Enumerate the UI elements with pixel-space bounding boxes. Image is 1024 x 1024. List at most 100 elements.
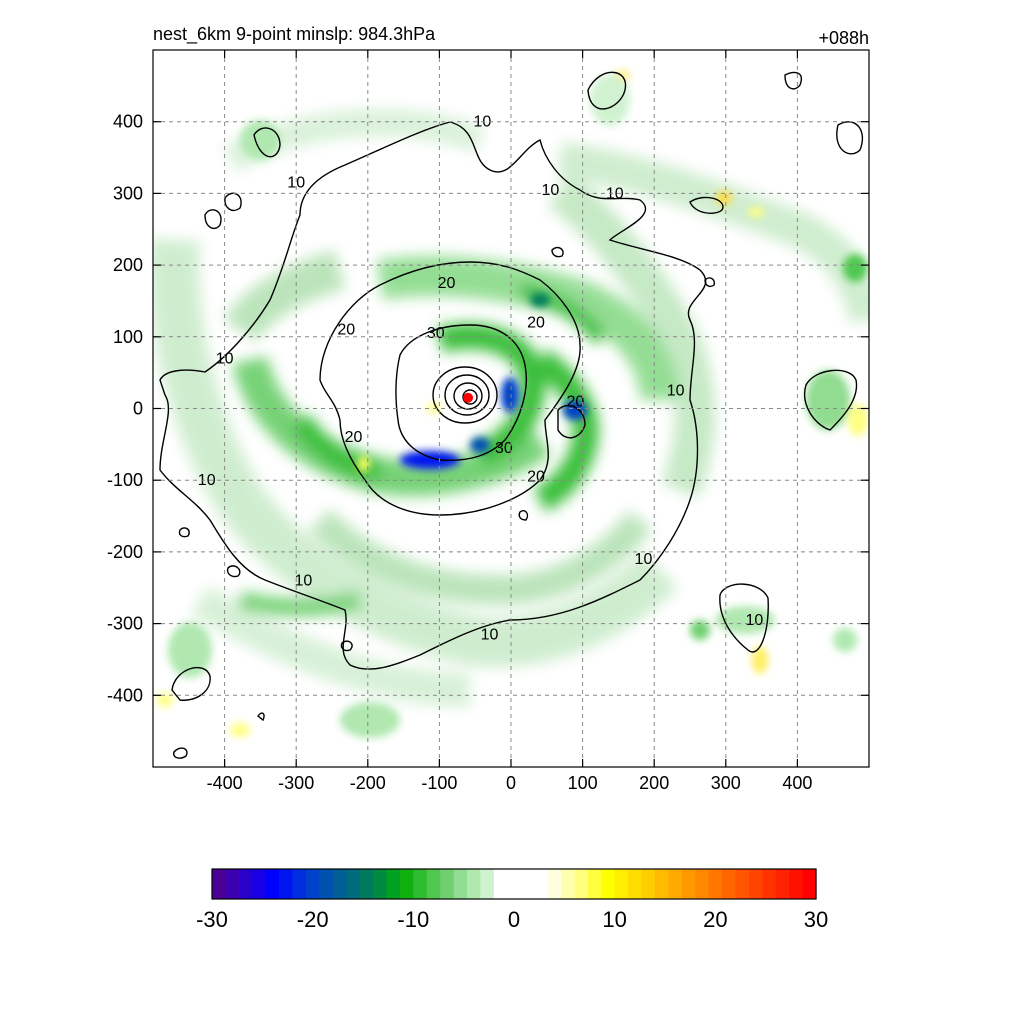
x-tick-label: -300	[278, 773, 314, 793]
colorbar-swatch	[373, 869, 388, 899]
colorbar-swatch	[762, 869, 777, 899]
colorbar-swatch	[292, 869, 307, 899]
colorbar-swatch	[319, 869, 334, 899]
colorbar-tick-label: -30	[196, 907, 228, 932]
contour-label: 10	[198, 472, 216, 489]
y-tick-label: -200	[107, 542, 143, 562]
colorbar-swatch	[601, 869, 616, 899]
contour-label: 10	[746, 612, 764, 629]
contour-label: 10	[606, 185, 624, 202]
contour-label: 20	[345, 429, 363, 446]
colorbar-swatch	[547, 869, 562, 899]
contour-label: 30	[427, 325, 445, 342]
colorbar-swatch	[574, 869, 589, 899]
colorbar-swatch	[507, 869, 522, 899]
x-tick-label: 100	[568, 773, 598, 793]
contour-label: 10	[216, 350, 234, 367]
colorbar-swatch	[265, 869, 280, 899]
contour-label: 20	[438, 275, 456, 292]
contour-label: 20	[527, 314, 545, 331]
contour-lines	[159, 71, 864, 759]
contour-label: 30	[495, 440, 513, 457]
storm-center-marker	[463, 392, 474, 403]
forecast-hour: +088h	[818, 28, 869, 48]
x-tick-label: -400	[207, 773, 243, 793]
y-axis: -400 -300 -200 -100 0 100 200 300 400	[107, 112, 869, 705]
colorbar-swatch	[346, 869, 361, 899]
colorbar-ticks: -30 -20 -10 0 10 20 30	[196, 907, 828, 932]
y-tick-label: -300	[107, 614, 143, 634]
colorbar-swatch	[560, 869, 575, 899]
colorbar-tick-label: 20	[703, 907, 727, 932]
colorbar-swatch	[493, 869, 508, 899]
colorbar-swatch	[440, 869, 455, 899]
colorbar-swatch	[225, 869, 240, 899]
colorbar-swatch	[775, 869, 790, 899]
chart-title: nest_6km 9-point minslp: 984.3hPa	[153, 24, 436, 45]
colorbar-swatch	[614, 869, 629, 899]
colorbar-frame	[211, 868, 817, 900]
y-tick-label: 300	[113, 183, 143, 203]
x-tick-label: 200	[639, 773, 669, 793]
colorbar-swatch	[467, 869, 482, 899]
contour-label: 10	[287, 175, 305, 192]
colorbar-swatch	[587, 869, 602, 899]
y-tick-label: 0	[133, 399, 143, 419]
colorbar-swatch	[520, 869, 535, 899]
contour-label: 10	[541, 182, 559, 199]
colorbar-swatch	[305, 869, 320, 899]
contour-label: 20	[527, 469, 545, 486]
colorbar-swatch	[413, 869, 428, 899]
x-tick-label: 400	[782, 773, 812, 793]
contour-label: 10	[294, 573, 312, 590]
contour-label: 20	[337, 322, 355, 339]
colorbar-tick-label: -20	[297, 907, 329, 932]
colorbar-swatch	[695, 869, 710, 899]
contour-label: 10	[667, 383, 685, 400]
x-tick-label: 0	[506, 773, 516, 793]
x-tick-label: -200	[350, 773, 386, 793]
colorbar-tick-label: 30	[804, 907, 828, 932]
colorbar-swatch	[534, 869, 549, 899]
colorbar	[212, 869, 817, 899]
colorbar-swatch	[628, 869, 643, 899]
colorbar-swatch	[708, 869, 723, 899]
y-tick-label: 100	[113, 327, 143, 347]
colorbar-swatch	[453, 869, 468, 899]
x-tick-label: -100	[421, 773, 457, 793]
colorbar-swatch	[426, 869, 441, 899]
colorbar-swatch	[735, 869, 750, 899]
colorbar-tick-label: -10	[397, 907, 429, 932]
colorbar-swatch	[359, 869, 374, 899]
colorbar-tick-label: 10	[602, 907, 626, 932]
colorbar-swatch	[654, 869, 669, 899]
colorbar-swatch	[748, 869, 763, 899]
y-tick-label: 400	[113, 112, 143, 132]
colorbar-swatch	[480, 869, 495, 899]
x-axis: -400 -300 -200 -100 0 100 200 300 400	[207, 50, 812, 793]
y-tick-label: -100	[107, 470, 143, 490]
colorbar-swatch	[681, 869, 696, 899]
colorbar-swatch	[789, 869, 804, 899]
colorbar-swatch	[238, 869, 253, 899]
colorbar-swatch	[668, 869, 683, 899]
colorbar-swatch	[332, 869, 347, 899]
y-tick-label: -400	[107, 685, 143, 705]
colorbar-swatch	[252, 869, 267, 899]
contour-label: 10	[635, 551, 653, 568]
x-tick-label: 300	[711, 773, 741, 793]
colorbar-swatch	[399, 869, 414, 899]
colorbar-swatch	[386, 869, 401, 899]
y-tick-label: 200	[113, 255, 143, 275]
colorbar-swatch	[722, 869, 737, 899]
colorbar-swatch	[641, 869, 656, 899]
colorbar-swatch	[212, 869, 227, 899]
contour-label: 20	[567, 393, 585, 410]
contour-label: 10	[481, 626, 499, 643]
colorbar-tick-label: 0	[508, 907, 520, 932]
colorbar-swatch	[279, 869, 294, 899]
colorbar-swatch	[802, 869, 817, 899]
